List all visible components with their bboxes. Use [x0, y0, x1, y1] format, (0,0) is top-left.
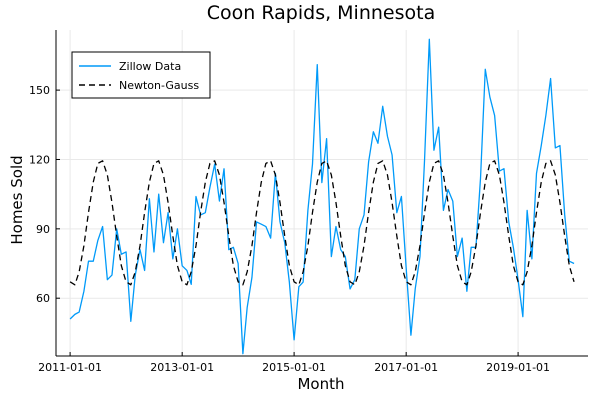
series-line-zillow-data	[69, 38, 575, 355]
tick-labels: 60 90 120 150 2011-01-01 2013-01-01 2015-01-01…	[29, 84, 550, 374]
y-tick-label: 60	[36, 292, 50, 305]
legend-box	[71, 51, 211, 99]
x-tick-label: 2017-01-01	[374, 361, 438, 374]
axes	[55, 30, 588, 357]
x-tick-label: 2013-01-01	[150, 361, 214, 374]
series-line-newton-gauss	[69, 160, 575, 286]
legend: Zillow Data Newton-Gauss	[71, 51, 211, 99]
legend-label-zillow-data: Zillow Data	[119, 60, 181, 73]
x-tick-label: 2015-01-01	[262, 361, 326, 374]
y-tick-label: 90	[36, 223, 50, 236]
y-axis-label: Homes Sold	[8, 155, 26, 244]
y-tick-label: 120	[29, 153, 50, 166]
legend-label-newton-gauss: Newton-Gauss	[119, 79, 199, 92]
x-tick-label: 2019-01-01	[486, 361, 550, 374]
y-tick-label: 150	[29, 84, 50, 97]
chart-title: Coon Rapids, Minnesota	[207, 2, 435, 24]
series-layer	[69, 38, 575, 355]
x-axis-label: Month	[297, 375, 344, 393]
x-tick-label: 2011-01-01	[38, 361, 102, 374]
